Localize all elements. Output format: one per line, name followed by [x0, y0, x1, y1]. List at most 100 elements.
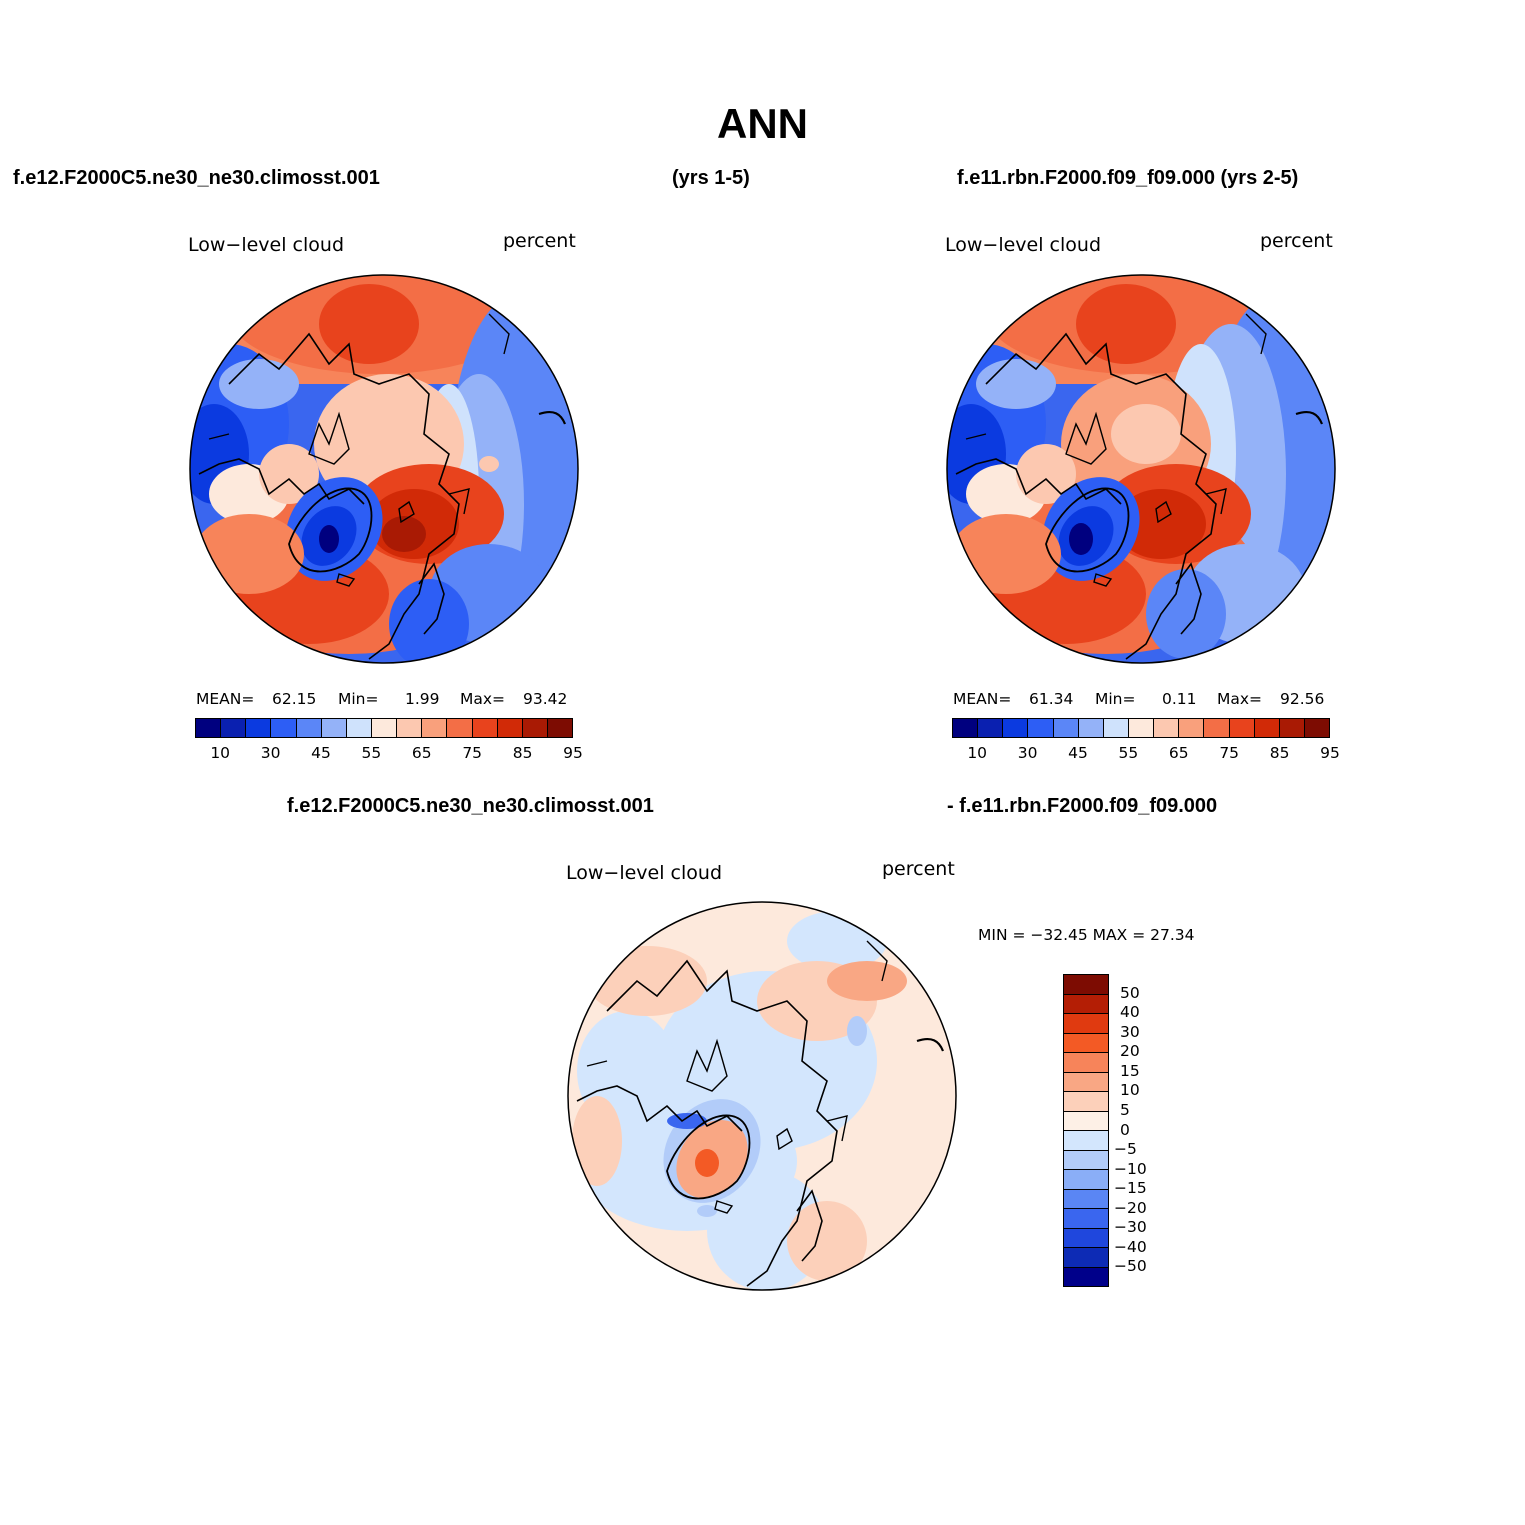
- panel1-max-value: 93.42: [523, 690, 568, 708]
- colorbar-tick-label: 50: [1120, 983, 1140, 1002]
- colorbar-swatch: [1053, 719, 1079, 737]
- panel2-variable-label: Low−level cloud: [945, 234, 1102, 256]
- colorbar-tick-label: 85: [1269, 744, 1290, 762]
- diff-units-label: percent: [882, 858, 955, 880]
- colorbar-swatch: [1064, 1170, 1108, 1190]
- colorbar-tick-label: 10: [1120, 1081, 1140, 1100]
- colorbar-swatch: [1064, 1053, 1108, 1073]
- colorbar-tick-label: 75: [462, 744, 483, 762]
- colorbar-swatch: [246, 719, 272, 737]
- diff-colorbar: [1063, 974, 1109, 1287]
- colorbar-swatch: [472, 719, 498, 737]
- colorbar-swatch: [1179, 719, 1205, 737]
- panel2-min-value: 0.11: [1162, 690, 1197, 708]
- colorbar-swatch: [196, 719, 222, 737]
- colorbar-swatch: [422, 719, 448, 737]
- colorbar-swatch: [397, 719, 423, 737]
- panel1-max-label: Max=: [460, 690, 506, 708]
- panel2-mean-value: 61.34: [1029, 690, 1074, 708]
- colorbar-tick-label: 30: [260, 744, 281, 762]
- diff-case-left: f.e12.F2000C5.ne30_ne30.climosst.001: [287, 795, 654, 817]
- colorbar-swatch: [1003, 719, 1029, 737]
- colorbar-tick-label: 95: [563, 744, 583, 762]
- page-title: ANN: [717, 100, 808, 147]
- diff-case-right: - f.e11.rbn.F2000.f09_f09.000: [947, 795, 1218, 817]
- panel2-polar-map: [946, 274, 1336, 664]
- panel1-min-label: Min=: [338, 690, 379, 708]
- colorbar-swatch: [1064, 1111, 1108, 1131]
- colorbar-swatch: [1064, 1267, 1108, 1286]
- panel2-units-label: percent: [1260, 230, 1333, 252]
- colorbar-swatch: [1154, 719, 1180, 737]
- colorbar-swatch: [547, 719, 573, 737]
- colorbar-tick-label: 95: [1320, 744, 1340, 762]
- colorbar-swatch: [1064, 1248, 1108, 1268]
- colorbar-swatch: [346, 719, 372, 737]
- colorbar-swatch: [1064, 1092, 1108, 1112]
- panel1-polar-map: [189, 274, 579, 664]
- colorbar-swatch: [978, 719, 1004, 737]
- panel1-variable-label: Low−level cloud: [188, 234, 345, 256]
- colorbar-swatch: [1064, 1072, 1108, 1092]
- diff-variable-label: Low−level cloud: [566, 862, 723, 884]
- colorbar-swatch: [1103, 719, 1129, 737]
- case-years-left: (yrs 1-5): [672, 167, 750, 189]
- colorbar-swatch: [447, 719, 473, 737]
- colorbar-swatch: [371, 719, 398, 737]
- colorbar-tick-label: 10: [967, 744, 988, 762]
- colorbar-tick-label: 30: [1017, 744, 1038, 762]
- panel1-mean-label: MEAN=: [196, 690, 255, 708]
- colorbar-tick-label: 65: [411, 744, 432, 762]
- colorbar-tick-label: −50: [1114, 1257, 1147, 1276]
- colorbar-swatch: [1064, 1033, 1108, 1053]
- panel2-max-label: Max=: [1217, 690, 1263, 708]
- colorbar-swatch: [1064, 1209, 1108, 1229]
- panel1-colorbar: [195, 718, 573, 738]
- colorbar-tick-label: −20: [1114, 1198, 1147, 1217]
- colorbar-swatch: [321, 719, 347, 737]
- colorbar-swatch: [1064, 1131, 1108, 1151]
- case-name-right: f.e11.rbn.F2000.f09_f09.000 (yrs 2-5): [957, 167, 1299, 189]
- colorbar-tick-label: 30: [1120, 1022, 1140, 1041]
- colorbar-swatch: [1064, 1150, 1108, 1170]
- colorbar-tick-label: −10: [1114, 1159, 1147, 1178]
- colorbar-tick-label: −15: [1114, 1179, 1147, 1198]
- colorbar-swatch: [1078, 719, 1104, 737]
- colorbar-swatch: [1229, 719, 1255, 737]
- colorbar-swatch: [1304, 719, 1330, 737]
- colorbar-swatch: [1064, 1189, 1108, 1209]
- colorbar-tick-label: 45: [1068, 744, 1088, 762]
- colorbar-swatch: [1028, 719, 1054, 737]
- panel1-min-value: 1.99: [405, 690, 440, 708]
- colorbar-swatch: [296, 719, 322, 737]
- colorbar-swatch: [497, 719, 523, 737]
- colorbar-swatch: [1064, 1014, 1108, 1034]
- colorbar-tick-label: 75: [1219, 744, 1240, 762]
- colorbar-swatch: [1279, 719, 1305, 737]
- colorbar-swatch: [1254, 719, 1280, 737]
- panel2-colorbar: [952, 718, 1330, 738]
- colorbar-swatch: [221, 719, 247, 737]
- colorbar-swatch: [1064, 1228, 1108, 1248]
- colorbar-tick-label: 40: [1120, 1003, 1140, 1022]
- panel1-units-label: percent: [503, 230, 576, 252]
- colorbar-swatch: [1064, 975, 1108, 995]
- colorbar-swatch: [271, 719, 297, 737]
- colorbar-swatch: [1128, 719, 1155, 737]
- panel2-max-value: 92.56: [1280, 690, 1325, 708]
- colorbar-tick-label: 10: [210, 744, 231, 762]
- colorbar-tick-label: 5: [1120, 1100, 1130, 1119]
- colorbar-tick-label: 65: [1168, 744, 1189, 762]
- diff-polar-map: [567, 901, 957, 1291]
- colorbar-tick-label: 55: [361, 744, 382, 762]
- colorbar-tick-label: 0: [1120, 1120, 1130, 1139]
- colorbar-tick-label: 85: [512, 744, 533, 762]
- diff-minmax: MIN = −32.45 MAX = 27.34: [978, 926, 1195, 944]
- colorbar-tick-label: −30: [1114, 1218, 1147, 1237]
- colorbar-tick-label: −5: [1114, 1140, 1137, 1159]
- colorbar-swatch: [1204, 719, 1230, 737]
- colorbar-swatch: [953, 719, 979, 737]
- panel2-min-label: Min=: [1095, 690, 1136, 708]
- colorbar-tick-label: 55: [1118, 744, 1139, 762]
- colorbar-tick-label: 45: [311, 744, 331, 762]
